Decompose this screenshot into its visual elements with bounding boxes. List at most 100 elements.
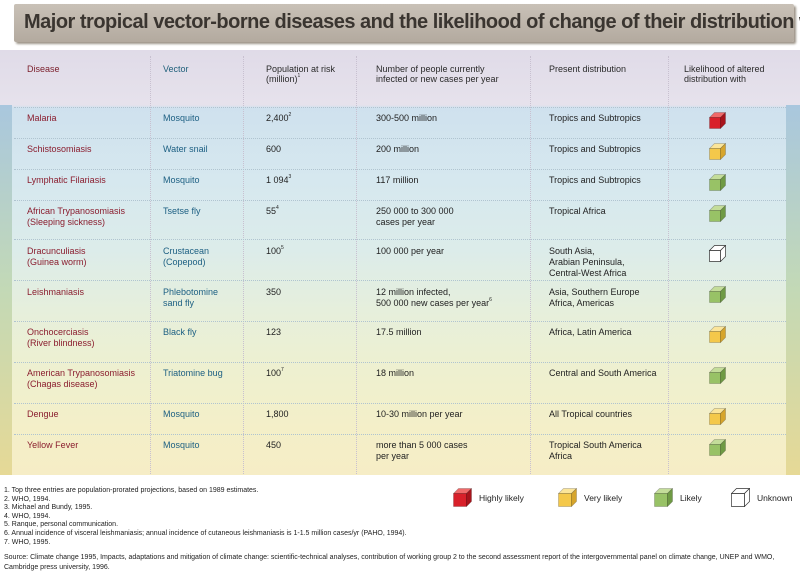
number-cell-line: 10-30 million per year: [376, 409, 463, 420]
disease-cell-text: Lymphatic Filariasis: [27, 175, 106, 185]
present-distribution-cell-text: Tropics and Subtropics: [549, 175, 641, 185]
disease-cell-line: Onchocerciasis: [27, 327, 95, 338]
present-distribution-cell-text: Tropics and Subtropics: [549, 144, 641, 154]
present-distribution-cell: Tropics and Subtropics: [549, 175, 641, 186]
disease-cell-line: Yellow Fever: [27, 440, 78, 451]
number-cell-text: 100 000 per year: [376, 246, 445, 256]
present-distribution-cell: Tropics and Subtropics: [549, 113, 641, 124]
disease-cell-line: Dengue: [27, 409, 59, 420]
vector-cell-line: Mosquito: [163, 409, 200, 420]
disease-cell-line: (River blindness): [27, 338, 95, 349]
cube-icon: [708, 285, 727, 304]
number-cell-text: more than 5 000 cases: [376, 440, 468, 450]
legend-label: Unknown: [757, 493, 793, 503]
cube-icon: [708, 244, 727, 263]
number-cell-line: 100 000 per year: [376, 246, 444, 257]
population-cell-line: 600: [266, 144, 281, 155]
vector-cell-line: Water snail: [163, 144, 208, 155]
disease-cell-text: Malaria: [27, 113, 57, 123]
header-vector: Vector: [163, 64, 189, 74]
present-distribution-cell-text: Africa, Latin America: [549, 327, 632, 337]
title-bar: Major tropical vector-borne diseases and…: [14, 4, 800, 42]
header-likelihood-line2: distribution with: [684, 74, 747, 84]
header-population: Population at risk (million)1: [266, 64, 335, 84]
population-cell-line: 1 0943: [266, 175, 291, 186]
header-population-line1: Population at risk: [266, 64, 336, 74]
disease-cell-text: Leishmaniasis: [27, 287, 85, 297]
disease-cell-text: African Trypanosomiasis: [27, 206, 126, 216]
present-distribution-cell-text: Africa, Americas: [549, 298, 615, 308]
number-cell: 250 000 to 300 000 cases per year: [376, 206, 454, 228]
vector-cell-text: Black fly: [163, 327, 197, 337]
row-divider: [14, 321, 786, 322]
number-cell: 100 000 per year: [376, 246, 444, 257]
cube-icon: [453, 488, 472, 507]
vector-cell-line: Phlebotomine: [163, 287, 218, 298]
present-distribution-cell-line: Central-West Africa: [549, 268, 626, 279]
disease-cell-text: (River blindness): [27, 338, 95, 348]
header-number-line2: infected or new cases per year: [376, 74, 499, 84]
cube-icon: [708, 204, 727, 223]
row-divider: [14, 169, 786, 170]
disease-cell-line: (Chagas disease): [27, 379, 135, 390]
present-distribution-cell-text: South Asia,: [549, 246, 595, 256]
population-cell: 554: [266, 206, 279, 217]
present-distribution-cell-text: Tropical Africa: [549, 206, 606, 216]
population-cell: 1,800: [266, 409, 289, 420]
row-divider: [14, 403, 786, 404]
likelihood-likely-icon: [708, 285, 727, 304]
present-distribution-cell: Tropics and Subtropics: [549, 144, 641, 155]
row-divider: [14, 200, 786, 201]
likelihood-very-icon: [708, 142, 727, 161]
population-cell-text: 450: [266, 440, 282, 450]
footnote: 5. Ranque, personal communication.: [4, 521, 119, 529]
present-distribution-cell-line: Africa, Americas: [549, 298, 640, 309]
row-divider: [14, 362, 786, 363]
footnote: 4. WHO, 1994.: [4, 512, 51, 520]
vector-cell-line: sand fly: [163, 298, 218, 309]
vector-cell: Black fly: [163, 327, 197, 338]
vector-cell-text: Water snail: [163, 144, 208, 154]
number-cell-line: 17.5 million: [376, 327, 422, 338]
number-cell-text: 10-30 million per year: [376, 409, 463, 419]
footnote-ref: 7: [281, 367, 284, 373]
number-cell-line: cases per year: [376, 217, 454, 228]
present-distribution-cell: All Tropical countries: [549, 409, 632, 420]
disease-cell-text: Onchocerciasis: [27, 327, 89, 337]
population-cell: 123: [266, 327, 281, 338]
likelihood-highly-icon: [708, 111, 727, 130]
header-number: Number of people currently infected or n…: [376, 64, 499, 84]
disease-cell: Yellow Fever: [27, 440, 78, 451]
cube-icon: [708, 366, 727, 385]
row-divider: [14, 138, 786, 139]
column-separator: [150, 56, 151, 474]
header-population-sup: 1: [297, 73, 301, 79]
number-cell-line: 18 million: [376, 368, 414, 379]
likelihood-likely-icon: [708, 366, 727, 385]
cube-icon: [731, 488, 750, 507]
likelihood-unknown-icon: [708, 244, 727, 263]
disease-cell-line: Lymphatic Filariasis: [27, 175, 106, 186]
vector-cell-line: Tsetse fly: [163, 206, 201, 217]
legend-label: Highly likely: [479, 493, 524, 503]
present-distribution-cell-line: Tropics and Subtropics: [549, 113, 641, 124]
number-cell-text: 12 million infected,: [376, 287, 451, 297]
disease-cell-line: Dracunculiasis: [27, 246, 87, 257]
vector-cell-text: (Copepod): [163, 257, 206, 267]
present-distribution-cell: Asia, Southern Europe Africa, Americas: [549, 287, 640, 309]
page-title: Major tropical vector-borne diseases and…: [24, 11, 800, 33]
disease-cell: Malaria: [27, 113, 57, 124]
number-cell: more than 5 000 cases per year: [376, 440, 468, 462]
disease-cell: Lymphatic Filariasis: [27, 175, 106, 186]
row-divider: [14, 107, 786, 108]
present-distribution-cell-text: Central and South America: [549, 368, 657, 378]
population-cell-text: 1 094: [266, 175, 289, 185]
vector-cell-line: Mosquito: [163, 113, 200, 124]
number-cell-text: 250 000 to 300 000: [376, 206, 454, 216]
vector-cell-text: Mosquito: [163, 175, 200, 185]
disease-cell-line: (Guinea worm): [27, 257, 87, 268]
number-cell-text: 500 000 new cases per year: [376, 298, 490, 308]
vector-cell-line: Mosquito: [163, 175, 200, 186]
legend-label: Very likely: [584, 493, 623, 503]
present-distribution-cell-text: Tropics and Subtropics: [549, 113, 641, 123]
